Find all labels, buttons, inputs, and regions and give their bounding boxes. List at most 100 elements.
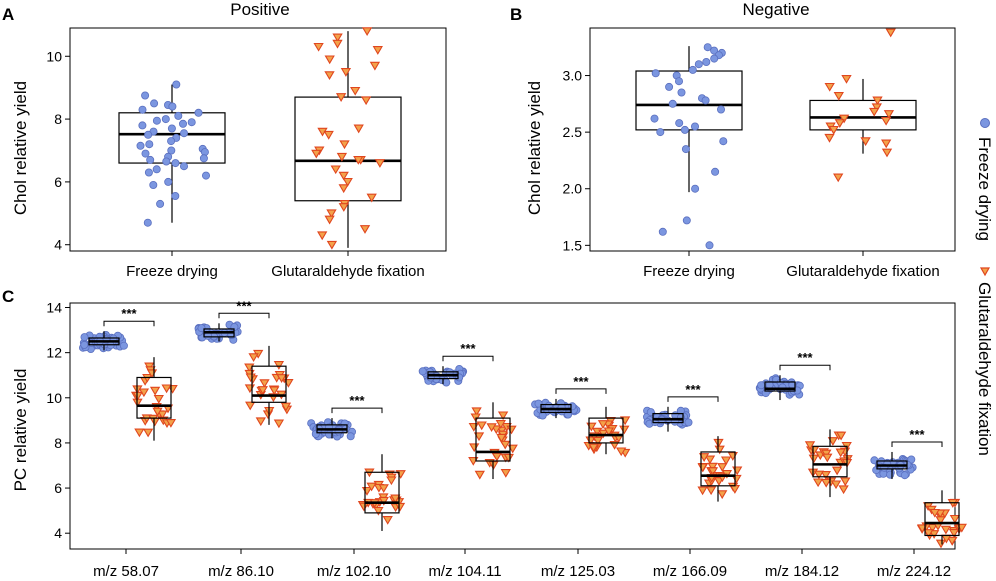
- panel-c-glutaraldehyde-point: [273, 419, 285, 429]
- panel-a-x-tick-label: Freeze drying: [126, 263, 218, 280]
- significance-label: ***: [460, 341, 476, 356]
- panel-a-y-tick-label: 10: [46, 48, 62, 64]
- panel-c-freeze-drying-point: [900, 471, 909, 480]
- panel-a-glutaraldehyde-point: [324, 71, 335, 80]
- panel-c-glutaraldehyde-point: [273, 361, 285, 370]
- panel-b-glutaraldehyde-point: [838, 114, 850, 124]
- panel-c-glutaraldehyde-point: [386, 476, 397, 486]
- panel-b-x-tick-label: Freeze drying: [643, 263, 735, 280]
- panel-c-glutaraldehyde-point: [835, 448, 846, 458]
- panel-a-y-tick-label: 6: [54, 174, 62, 190]
- panel-c-glutaraldehyde-point: [276, 374, 287, 383]
- panel-c-glutaraldehyde-point: [142, 428, 154, 438]
- panel-a-freeze-drying-point: [187, 118, 196, 127]
- panel-letter-a: A: [2, 5, 14, 24]
- panel-a-freeze-drying-point: [141, 149, 150, 158]
- significance-bracket: [555, 388, 607, 394]
- panel-b-glutaraldehyde-point: [872, 96, 883, 106]
- panel-c-glutaraldehyde-point: [588, 443, 599, 453]
- panel-a-glutaraldehyde-point: [324, 215, 335, 225]
- panel-c-glutaraldehyde-point: [245, 401, 256, 411]
- panel-c-glutaraldehyde-point: [948, 529, 960, 538]
- panel-a-glutaraldehyde-point: [372, 46, 383, 55]
- panel-c-y-tick-label: 6: [54, 480, 62, 496]
- panel-c-glutaraldehyde-point: [469, 443, 480, 453]
- panel-c-glutaraldehyde-4-box: [475, 417, 511, 462]
- panel-c-glutaraldehyde-point: [500, 440, 511, 450]
- panel-c-glutaraldehyde-point: [473, 432, 485, 442]
- panel-c-x-tick-label: m/z 125.03: [541, 563, 615, 580]
- panel-c-glutaraldehyde-3-box: [364, 471, 400, 514]
- panel-c-glutaraldehyde-point: [500, 469, 511, 478]
- significance-bracket: [331, 407, 383, 414]
- panel-a-glutaraldehyde-point: [359, 225, 371, 234]
- panel-b-freeze-drying-point: [681, 145, 690, 154]
- panel-a-y-axis-label: Chol relative yield: [11, 81, 30, 215]
- panel-a-freeze-drying-point: [172, 80, 181, 89]
- panel-c-glutaraldehyde-2-box: [251, 365, 287, 403]
- panel-a-freeze-drying-point: [138, 121, 147, 130]
- panel-a-freeze-drying-point: [152, 165, 161, 174]
- panel-c-glutaraldehyde-6-box: [700, 451, 736, 487]
- panel-c-glutaraldehyde-point: [835, 431, 847, 441]
- legend-freeze-drying-marker: [980, 118, 990, 128]
- panel-a-glutaraldehyde-point: [361, 27, 373, 36]
- panel-b-freeze-drying-point: [710, 54, 719, 63]
- panel-b-freeze-drying-point: [677, 88, 686, 97]
- panel-c-glutaraldehyde-point: [830, 480, 842, 490]
- panel-b-frame: [589, 27, 956, 252]
- panel-c-x-tick-label: m/z 224.12: [877, 563, 951, 580]
- panel-c-glutaraldehyde-point: [280, 402, 292, 412]
- panel-c-glutaraldehyde-point: [940, 525, 952, 535]
- panel-letter-c: C: [2, 287, 14, 306]
- panel-b-freeze-drying-point: [694, 60, 703, 69]
- panel-c-glutaraldehyde-point: [732, 466, 743, 476]
- panel-c-freeze-drying-point: [418, 367, 427, 376]
- panel-a-glutaraldehyde-point: [353, 156, 364, 165]
- panel-a-glutaraldehyde-point: [336, 152, 348, 162]
- panel-c-glutaraldehyde-point: [491, 425, 502, 435]
- panel-b-glutaraldehyde-point: [824, 133, 835, 143]
- panel-a-glutaraldehyde-point: [360, 96, 372, 106]
- panel-a-glutaraldehyde-point: [339, 140, 350, 150]
- panel-a-glutaraldehyde-point: [374, 159, 386, 168]
- panel-c-glutaraldehyde-point: [491, 452, 503, 462]
- panel-c-glutaraldehyde-point: [244, 384, 256, 394]
- panel-c-glutaraldehyde-point: [495, 420, 506, 429]
- panel-c-glutaraldehyde-7-box: [812, 445, 848, 478]
- panel-b-glutaraldehyde-point: [828, 125, 839, 135]
- panel-b-freeze-drying-point: [675, 77, 684, 86]
- panel-c-glutaraldehyde-point: [161, 384, 172, 394]
- panel-a-freeze-drying-point: [145, 140, 154, 149]
- significance-label: ***: [573, 374, 589, 389]
- panel-a-glutaraldehyde-point: [342, 177, 353, 187]
- panel-c-x-tick-label: m/z 184.12: [765, 563, 839, 580]
- panel-a-glutaraldehyde-point: [332, 39, 343, 49]
- panel-c-glutaraldehyde-point: [366, 482, 377, 492]
- panel-c-freeze-drying-point: [80, 333, 89, 342]
- panel-a-freeze-drying-point: [201, 171, 210, 180]
- panel-c-glutaraldehyde-point: [946, 536, 958, 546]
- panel-a-freeze-drying-point: [199, 154, 208, 163]
- panel-c-glutaraldehyde-point: [269, 386, 280, 396]
- panel-c-freeze-drying-point: [872, 466, 881, 475]
- panel-a-freeze-drying-point: [161, 115, 170, 124]
- panel-b-glutaraldehyde-point: [833, 173, 844, 183]
- panel-a-glutaraldehyde-point: [338, 171, 349, 181]
- panel-b-freeze-drying-point: [710, 46, 719, 55]
- panel-c-freeze-drying-point: [197, 324, 206, 333]
- panel-c-glutaraldehyde-point: [717, 490, 728, 500]
- panel-a-freeze-drying-point: [144, 168, 153, 177]
- panel-c-glutaraldehyde-point: [935, 539, 947, 549]
- panel-b-y-tick-label: 2.0: [563, 181, 583, 197]
- panel-c-freeze-drying-point: [442, 378, 451, 387]
- panel-b-title: Negative: [742, 0, 809, 19]
- panel-b-freeze-drying-point: [665, 82, 674, 91]
- significance-label: ***: [685, 382, 701, 397]
- panel-c-glutaraldehyde-point: [616, 447, 627, 457]
- panel-a-freeze-drying-point: [171, 191, 180, 200]
- panel-a-freeze-drying-point: [179, 162, 188, 171]
- panel-a-glutaraldehyde-point: [338, 203, 349, 212]
- panel-a-glutaraldehyde-point: [311, 149, 322, 159]
